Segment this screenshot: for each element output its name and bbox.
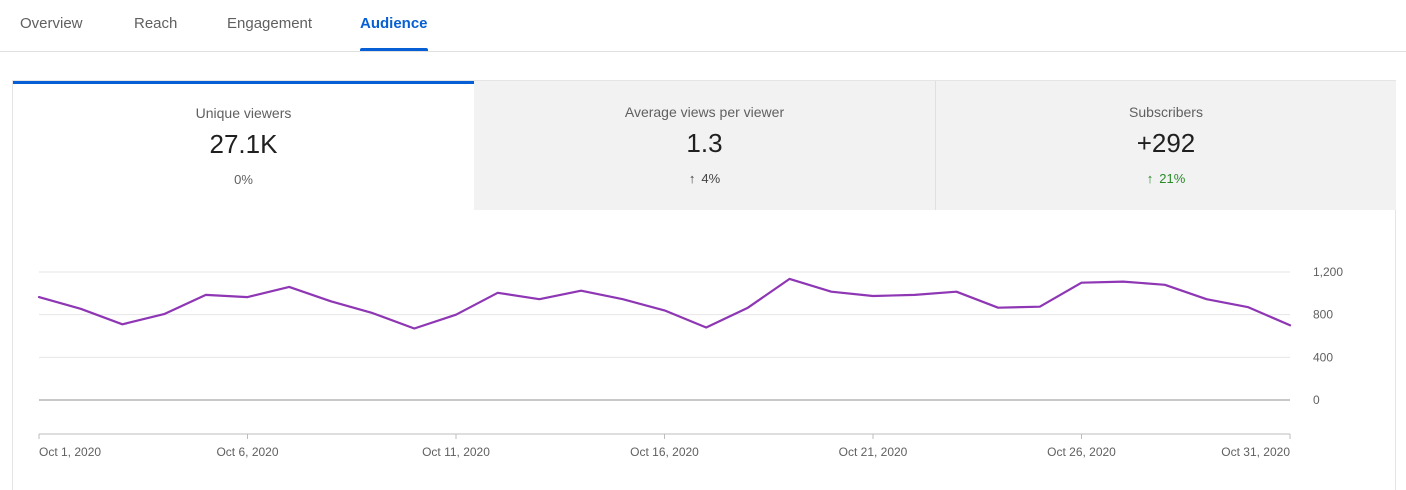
data-point[interactable] <box>1289 324 1291 326</box>
data-point[interactable] <box>1164 284 1166 286</box>
data-point[interactable] <box>246 296 249 298</box>
metric-card-average-views[interactable]: Average views per viewer 1.3 ↑ 4% <box>474 81 935 210</box>
y-tick-label: 400 <box>1313 350 1333 364</box>
data-point[interactable] <box>914 294 916 296</box>
data-point[interactable] <box>1206 298 1208 300</box>
delta-text: 4% <box>701 171 721 186</box>
x-tick-label: Oct 11, 2020 <box>422 445 490 459</box>
x-tick-label: Oct 16, 2020 <box>630 445 699 459</box>
metric-value: +292 <box>1136 128 1196 158</box>
tab-reach[interactable]: Reach <box>134 15 178 32</box>
metric-label: Unique viewers <box>195 105 292 121</box>
metric-delta: 0% <box>13 172 474 187</box>
data-point[interactable] <box>1039 306 1041 308</box>
data-point[interactable] <box>38 296 40 298</box>
metric-value: 1.3 <box>686 128 723 158</box>
data-point[interactable] <box>830 291 832 293</box>
metric-delta: ↑ 4% <box>474 171 935 186</box>
data-point[interactable] <box>372 312 374 314</box>
x-tick-label: Oct 26, 2020 <box>1047 445 1116 459</box>
data-point[interactable] <box>497 292 499 294</box>
x-tick-label: Oct 31, 2020 <box>1221 445 1290 459</box>
y-tick-label: 0 <box>1313 393 1320 407</box>
tab-bar: Overview Reach Engagement Audience <box>0 0 1406 52</box>
data-point[interactable] <box>205 294 207 296</box>
y-tick-label: 800 <box>1313 308 1333 322</box>
x-tick-label: Oct 6, 2020 <box>216 445 278 459</box>
metric-value: 27.1K <box>209 129 278 159</box>
data-point[interactable] <box>330 300 332 302</box>
metric-cards: Unique viewers 27.1K 0% Average views pe… <box>13 81 1396 210</box>
arrow-up-icon: ↑ <box>1146 171 1154 186</box>
metric-card-unique-viewers[interactable]: Unique viewers 27.1K 0% <box>13 81 474 210</box>
data-point[interactable] <box>580 290 582 292</box>
tab-overview[interactable]: Overview <box>20 15 83 32</box>
metric-label: Average views per viewer <box>624 104 785 120</box>
data-point[interactable] <box>955 291 958 293</box>
data-point[interactable] <box>121 323 123 325</box>
x-tick-label: Oct 1, 2020 <box>39 445 101 459</box>
data-point[interactable] <box>997 307 999 309</box>
data-point[interactable] <box>747 307 749 309</box>
data-point[interactable] <box>872 295 874 297</box>
delta-text: 21% <box>1159 171 1186 186</box>
data-point[interactable] <box>1247 306 1249 308</box>
data-point[interactable] <box>789 278 791 280</box>
data-point[interactable] <box>1122 281 1124 283</box>
x-tick-label: Oct 21, 2020 <box>839 445 908 459</box>
data-point[interactable] <box>538 298 541 300</box>
metric-card-subscribers[interactable]: Subscribers +292 ↑ 21% <box>935 81 1396 210</box>
data-point[interactable] <box>163 313 165 315</box>
data-point[interactable] <box>663 309 666 311</box>
series-line[interactable] <box>37 277 1292 330</box>
data-point[interactable] <box>705 326 707 329</box>
arrow-up-icon: ↑ <box>688 171 696 186</box>
metric-delta: ↑ 21% <box>936 171 1396 186</box>
y-tick-label: 1,200 <box>1313 265 1343 279</box>
data-point[interactable] <box>622 298 624 300</box>
data-point[interactable] <box>455 314 457 316</box>
metric-label: Subscribers <box>1129 104 1203 120</box>
data-point[interactable] <box>288 286 290 288</box>
data-point[interactable] <box>413 327 415 330</box>
tab-audience[interactable]: Audience <box>360 0 428 51</box>
tab-engagement[interactable]: Engagement <box>227 15 313 32</box>
delta-text: 0% <box>234 172 253 187</box>
data-point[interactable] <box>80 308 82 310</box>
data-point[interactable] <box>1080 282 1083 284</box>
